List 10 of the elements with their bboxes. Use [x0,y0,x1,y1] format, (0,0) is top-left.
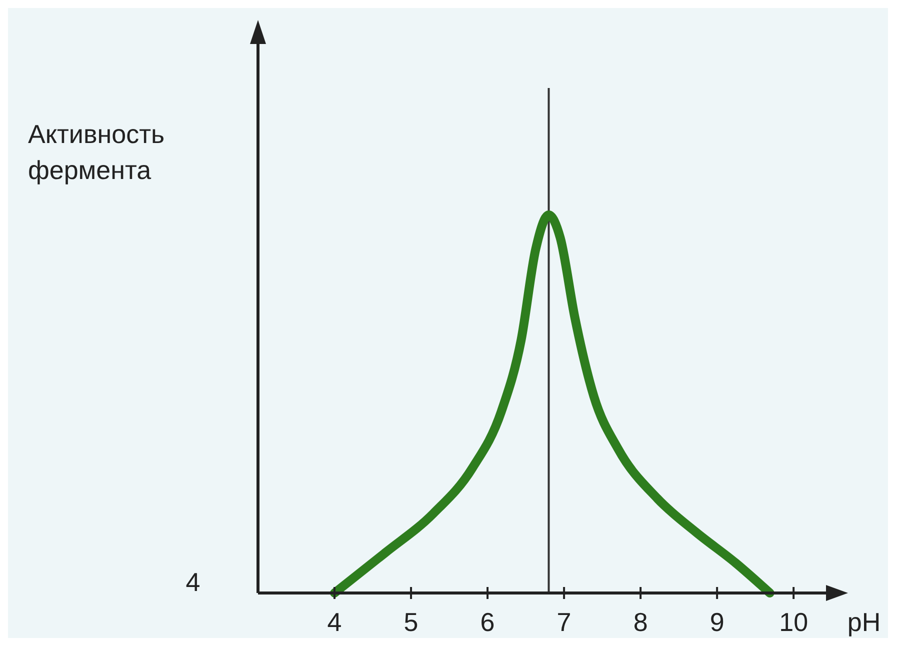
text: 4 [186,567,200,597]
x-tick-label: 6 [480,607,495,637]
y-axis-title: Активность фермента [28,119,165,185]
x-tick-label: 10 [779,607,808,637]
x-tick-label: 8 [633,607,648,637]
x-axis-title: pH [847,607,881,637]
x-tick-label: 4 [327,607,342,637]
x-tick-label: 9 [710,607,724,637]
x-tick-label: 7 [556,607,572,637]
x-tick-label: 5 [404,607,418,637]
